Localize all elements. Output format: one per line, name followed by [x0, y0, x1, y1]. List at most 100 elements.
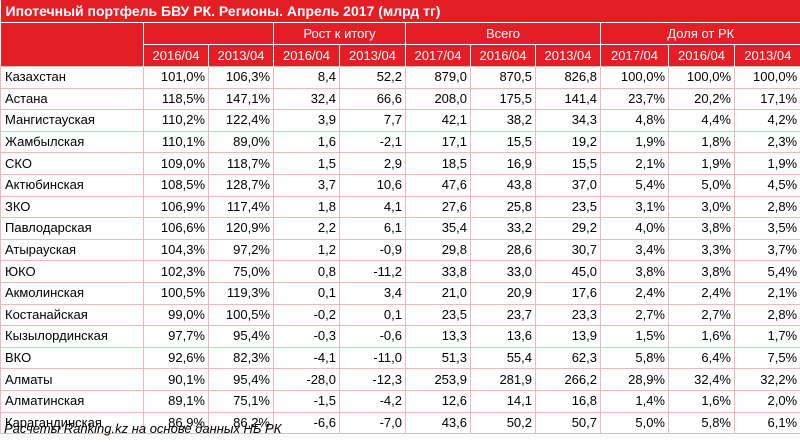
value-cell: 0,1	[273, 282, 340, 305]
table-row: Павлодарская 106,6% 120,9% 2,2 6,1 35,4 33,2 29…	[0, 217, 800, 240]
value-cell: 106,9%	[143, 196, 209, 219]
header-blank	[0, 44, 144, 67]
value-cell: 3,8%	[668, 260, 735, 283]
value-cell: 1,7%	[734, 325, 800, 348]
value-cell: 266,2	[535, 368, 601, 391]
value-cell: 122,4%	[208, 109, 274, 132]
table-row: Кызылординская 97,7% 95,4% -0,3 -0,6 13,3 13,6…	[0, 325, 800, 348]
value-cell: -0,9	[339, 239, 406, 262]
value-cell: 19,2	[535, 131, 601, 154]
value-cell: 2,7%	[600, 304, 669, 327]
value-cell: 62,3	[535, 347, 601, 370]
value-cell: 2,1%	[734, 282, 800, 305]
value-cell: 2,4%	[668, 282, 735, 305]
period-header-row: 2016/04 2013/04 2016/04 2013/04 2017/04 …	[0, 44, 800, 67]
value-cell: 118,5%	[143, 88, 209, 111]
value-cell: 50,7	[535, 412, 601, 435]
value-cell: 95,4%	[208, 368, 274, 391]
value-cell: 119,3%	[208, 282, 274, 305]
value-cell: 21,0	[405, 282, 471, 305]
period-header: 2013/04	[733, 44, 800, 67]
table-row: ЮКО 102,3% 75,0% 0,8 -11,2 33,8 33,0 45,0 3,8% 3,…	[0, 260, 800, 283]
value-cell: 100,0%	[734, 66, 800, 89]
value-cell: 47,6	[405, 174, 471, 197]
value-cell: -4,1	[273, 347, 340, 370]
value-cell: 175,5	[470, 88, 536, 111]
table-row: ВКО 92,6% 82,3% -4,1 -11,0 51,3 55,4 62,3 5,8% 6,…	[0, 347, 800, 370]
value-cell: 10,6	[339, 174, 406, 197]
region-cell: СКО	[0, 152, 144, 175]
header-blank	[0, 22, 144, 45]
value-cell: 2,8%	[734, 304, 800, 327]
value-cell: 97,2%	[208, 239, 274, 262]
value-cell: 3,7%	[734, 239, 800, 262]
value-cell: 117,4%	[208, 196, 274, 219]
value-cell: 34,3	[535, 109, 601, 132]
source-note: Расчеты Ranking.kz на основе данных НБ Р…	[4, 421, 282, 436]
value-cell: 23,5	[535, 196, 601, 219]
value-cell: 3,3%	[668, 239, 735, 262]
value-cell: 3,1%	[600, 196, 669, 219]
table-row: Костанайская 99,0% 100,5% -0,2 0,1 23,5 23,7 23…	[0, 304, 800, 327]
value-cell: -6,6	[273, 412, 340, 435]
value-cell: 118,7%	[208, 152, 274, 175]
value-cell: 110,1%	[143, 131, 209, 154]
value-cell: 3,4%	[600, 239, 669, 262]
value-cell: 7,7	[339, 109, 406, 132]
value-cell: 38,2	[470, 109, 536, 132]
region-cell: Алматы	[0, 368, 144, 391]
value-cell: 1,5	[273, 152, 340, 175]
value-cell: 86,9%	[143, 412, 209, 435]
value-cell: 29,8	[405, 239, 471, 262]
value-cell: 253,9	[405, 368, 471, 391]
value-cell: 1,8%	[668, 131, 735, 154]
value-cell: 6,1	[339, 217, 406, 240]
region-cell: Карагандинская	[0, 412, 144, 435]
value-cell: 2,9	[339, 152, 406, 175]
region-cell: Мангистауская	[0, 109, 144, 132]
value-cell: 5,8%	[600, 347, 669, 370]
value-cell: 0,8	[273, 260, 340, 283]
value-cell: 2,2	[273, 217, 340, 240]
value-cell: 2,7%	[668, 304, 735, 327]
value-cell: 23,7%	[600, 88, 669, 111]
value-cell: 27,6	[405, 196, 471, 219]
value-cell: 106,6%	[143, 217, 209, 240]
value-cell: 16,8	[535, 390, 601, 413]
region-cell: ЗКО	[0, 196, 144, 219]
header-blank-growth-pct	[143, 22, 274, 45]
table-row: Астана 118,5% 147,1% 32,4 66,6 208,0 175,5 141,…	[0, 88, 800, 111]
value-cell: 7,5%	[734, 347, 800, 370]
table-row: ЗКО 106,9% 117,4% 1,8 4,1 27,6 25,8 23,5 3,1% 3,0…	[0, 196, 800, 219]
value-cell: 5,4%	[734, 260, 800, 283]
value-cell: -1,5	[273, 390, 340, 413]
value-cell: 13,9	[535, 325, 601, 348]
value-cell: 32,4	[273, 88, 340, 111]
value-cell: 51,3	[405, 347, 471, 370]
value-cell: 5,0%	[600, 412, 669, 435]
period-header: 2013/04	[208, 44, 274, 67]
value-cell: 5,4%	[600, 174, 669, 197]
value-cell: 870,5	[470, 66, 536, 89]
value-cell: 14,1	[470, 390, 536, 413]
value-cell: 4,2%	[734, 109, 800, 132]
period-header: 2016/04	[668, 44, 735, 67]
value-cell: 109,0%	[143, 152, 209, 175]
value-cell: 13,6	[470, 325, 536, 348]
group-header-row: Рост к итогу Всего Доля от РК	[0, 22, 800, 45]
value-cell: 17,1	[405, 131, 471, 154]
value-cell: 2,8%	[734, 196, 800, 219]
value-cell: -0,6	[339, 325, 406, 348]
value-cell: 43,6	[405, 412, 471, 435]
value-cell: 102,3%	[143, 260, 209, 283]
group-header-share: Доля от РК	[599, 22, 800, 45]
value-cell: 15,5	[535, 152, 601, 175]
value-cell: 35,4	[405, 217, 471, 240]
value-cell: 1,9%	[734, 152, 800, 175]
value-cell: 3,9	[273, 109, 340, 132]
region-cell: ЮКО	[0, 260, 144, 283]
value-cell: 3,0%	[668, 196, 735, 219]
value-cell: 99,0%	[143, 304, 209, 327]
period-header: 2016/04	[470, 44, 536, 67]
